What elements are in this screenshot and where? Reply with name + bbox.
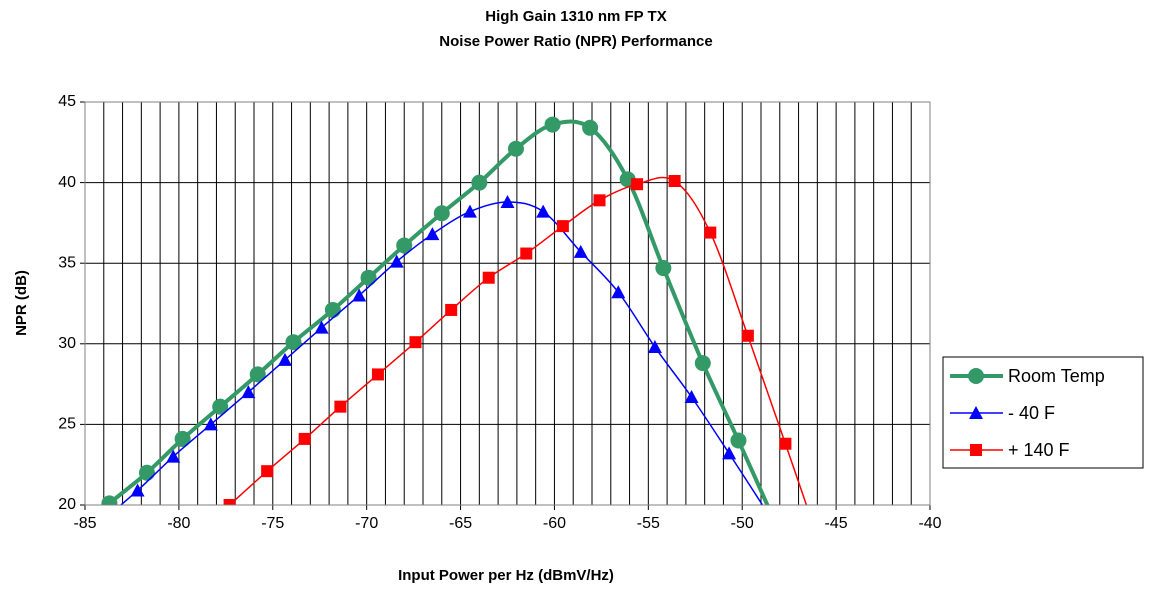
marker (314, 320, 329, 334)
plot-border (84, 101, 931, 506)
y-tick-label: 35 (58, 254, 76, 271)
marker (704, 226, 717, 239)
marker (556, 220, 569, 233)
x-tick-label: -75 (261, 515, 284, 532)
marker (389, 254, 404, 268)
marker (536, 204, 551, 218)
marker (507, 140, 524, 157)
marker (352, 288, 367, 302)
y-tick-label: 40 (58, 174, 76, 191)
marker (779, 437, 792, 450)
marker (970, 444, 982, 456)
x-tick-label: -50 (731, 515, 754, 532)
y-axis-title: NPR (dB) (13, 270, 30, 336)
marker (655, 260, 672, 277)
marker (360, 269, 377, 286)
marker (647, 340, 662, 354)
x-tick-label: -45 (825, 515, 848, 532)
y-tick-label: 25 (58, 416, 76, 433)
marker (174, 430, 191, 447)
y-tick-label: 20 (58, 496, 76, 513)
marker (684, 389, 699, 403)
marker (130, 483, 145, 497)
marker (611, 285, 626, 299)
marker (445, 303, 458, 316)
marker (593, 194, 606, 207)
marker (969, 406, 983, 419)
marker (582, 119, 599, 136)
marker (371, 368, 384, 381)
x-tick-label: -80 (167, 515, 190, 532)
y-tick-label: 30 (58, 335, 76, 352)
marker (462, 204, 477, 218)
marker (396, 237, 413, 254)
marker (277, 352, 292, 366)
legend: Room Temp - 40 F + 140 F (942, 356, 1144, 469)
marker (261, 465, 274, 478)
marker (285, 334, 302, 351)
legend-label: + 140 F (1008, 440, 1070, 460)
marker (334, 400, 347, 413)
plot-area (85, 102, 930, 505)
legend-label: Room Temp (1008, 366, 1105, 386)
marker (766, 504, 767, 505)
marker (241, 385, 256, 399)
marker (223, 499, 236, 505)
marker (203, 417, 218, 431)
x-tick-label: -70 (355, 515, 378, 532)
marker (722, 446, 737, 460)
marker (500, 194, 515, 208)
chart-title: High Gain 1310 nm FP TX (485, 8, 666, 25)
x-tick-label: -65 (449, 515, 472, 532)
y-tick-label: 45 (58, 93, 76, 110)
marker (138, 464, 155, 481)
legend-label: - 40 F (1008, 403, 1055, 423)
marker (817, 547, 829, 559)
marker (694, 355, 711, 372)
marker (631, 178, 644, 191)
marker (166, 449, 181, 463)
x-tick-label: -55 (637, 515, 660, 532)
marker (668, 174, 681, 187)
marker (425, 227, 440, 241)
x-tick-label: -60 (543, 515, 566, 532)
x-tick-label: -85 (73, 515, 96, 532)
marker (741, 329, 754, 342)
marker (573, 244, 588, 258)
marker (212, 398, 229, 415)
marker (409, 336, 422, 349)
marker (433, 205, 450, 222)
marker (544, 116, 561, 133)
x-tick-label: -40 (918, 515, 941, 532)
marker (298, 432, 311, 445)
marker (471, 174, 488, 191)
series-layer (101, 116, 829, 559)
chart-subtitle: Noise Power Ratio (NPR) Performance (439, 33, 712, 50)
marker (324, 301, 341, 318)
marker (968, 368, 984, 384)
x-axis-title: Input Power per Hz (dBmV/Hz) (398, 567, 614, 584)
marker (768, 516, 784, 532)
marker (520, 247, 533, 260)
marker (101, 495, 118, 505)
marker (249, 366, 266, 383)
marker (482, 271, 495, 284)
marker (730, 432, 747, 449)
